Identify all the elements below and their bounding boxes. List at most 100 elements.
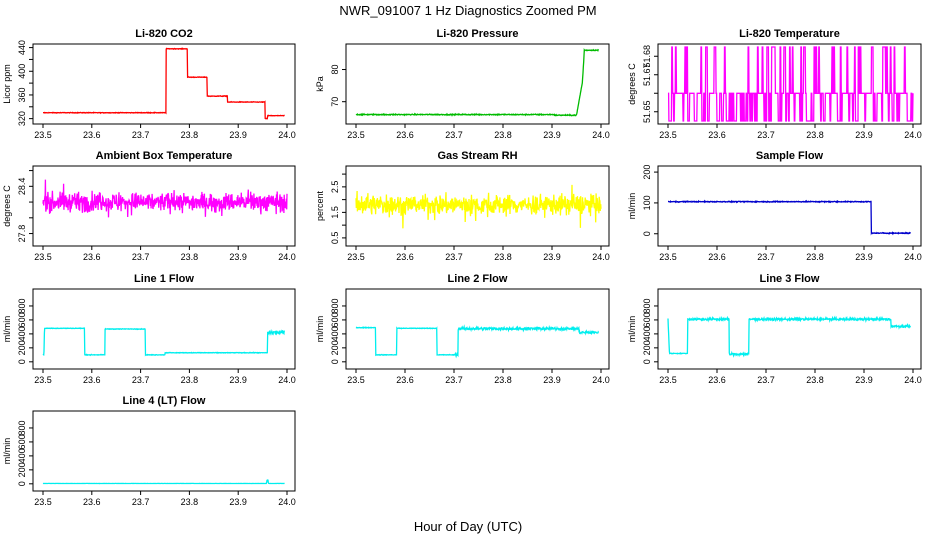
y-tick-label: 200 — [17, 340, 27, 355]
x-tick-label: 23.8 — [181, 497, 199, 507]
x-tick-label: 23.9 — [543, 130, 561, 140]
y-tick-label: 200 — [17, 462, 27, 477]
y-axis-label: ml/min — [627, 316, 637, 343]
x-tick-label: 24.0 — [904, 130, 922, 140]
x-tick-label: 24.0 — [278, 375, 296, 385]
panel-title: Line 1 Flow — [134, 273, 194, 285]
x-tick-label: 23.9 — [855, 375, 873, 385]
x-tick-label: 23.6 — [708, 130, 726, 140]
x-tick-label: 23.5 — [659, 130, 677, 140]
y-tick-label: 80 — [330, 65, 340, 75]
series-line — [42, 179, 288, 218]
panel-title: Li-820 CO2 — [135, 28, 192, 40]
plot-frame — [345, 43, 610, 125]
x-tick-label: 23.6 — [708, 252, 726, 262]
panel-title: Sample Flow — [756, 150, 824, 162]
y-tick-label: 400 — [17, 64, 27, 79]
plot-frame — [32, 288, 296, 370]
panel-1: Li-820 CO2 Licor ppm 23.5 23.6 23.7 23.8 23.9 2… — [2, 28, 296, 140]
x-tick-label: 24.0 — [904, 252, 922, 262]
y-tick-label: 28.4 — [17, 178, 27, 196]
x-tick-label: 23.6 — [396, 252, 414, 262]
plot-frame — [32, 165, 296, 247]
x-tick-label: 23.9 — [855, 252, 873, 262]
plot-frame — [657, 43, 922, 125]
y-tick-label: 0 — [17, 481, 27, 486]
x-tick-label: 23.6 — [396, 375, 414, 385]
panel-9: Line 3 Flow ml/min 23.5 23.6 23.7 23.8 23.9 24.… — [627, 273, 922, 385]
x-tick-label: 23.9 — [229, 130, 247, 140]
series-line — [667, 46, 914, 122]
panel-5: Gas Stream RH percent 23.5 23.6 23.7 23.8 23.9… — [315, 150, 610, 262]
panel-10: Line 4 (LT) Flow ml/min 23.5 23.6 23.7 23.8 23… — [2, 395, 296, 507]
x-tick-label: 23.7 — [445, 375, 463, 385]
series-line — [42, 327, 286, 357]
y-tick-label: 320 — [17, 111, 27, 126]
y-axis-label: kPa — [315, 76, 325, 92]
x-tick-label: 24.0 — [278, 252, 296, 262]
series-line — [355, 48, 599, 117]
y-tick-label: 200 — [330, 340, 340, 355]
y-tick-label: 0 — [17, 359, 27, 364]
x-tick-label: 24.0 — [278, 130, 296, 140]
y-tick-label: 440 — [17, 40, 27, 55]
x-tick-label: 23.8 — [181, 130, 199, 140]
series-line — [43, 47, 285, 120]
panel-6: Sample Flow ml/min 23.5 23.6 23.7 23.8 23.9 24.… — [627, 150, 922, 262]
panel-title: Line 2 Flow — [448, 273, 508, 285]
x-tick-label: 23.8 — [806, 375, 824, 385]
y-axis-label: ml/min — [2, 316, 12, 343]
x-tick-label: 23.7 — [445, 252, 463, 262]
plot-frame — [345, 288, 610, 370]
y-axis-label: ml/min — [315, 316, 325, 343]
x-tick-label: 23.9 — [229, 497, 247, 507]
plot-frame — [657, 288, 922, 370]
y-tick-label: 600 — [330, 312, 340, 327]
y-tick-label: 2.5 — [330, 181, 340, 194]
plot-frame — [345, 165, 610, 247]
y-tick-label: 400 — [642, 326, 652, 341]
x-tick-label: 23.7 — [132, 497, 150, 507]
plot-frame — [32, 43, 296, 125]
y-tick-label: 1.5 — [330, 206, 340, 219]
x-tick-label: 23.6 — [708, 375, 726, 385]
x-tick-label: 23.7 — [445, 130, 463, 140]
y-tick-label: 100 — [642, 195, 652, 210]
x-tick-label: 24.0 — [904, 375, 922, 385]
x-tick-label: 24.0 — [592, 130, 610, 140]
y-tick-label: 0 — [330, 359, 340, 364]
series-line — [42, 479, 285, 485]
x-tick-label: 23.7 — [757, 252, 775, 262]
panel-title: Li-820 Temperature — [739, 28, 840, 40]
y-tick-label: 600 — [17, 434, 27, 449]
y-tick-label: 360 — [17, 87, 27, 102]
x-tick-label: 23.6 — [83, 130, 101, 140]
y-axis-label: degrees C — [627, 63, 637, 105]
y-tick-label: 400 — [17, 448, 27, 463]
y-tick-label: 70 — [330, 97, 340, 107]
x-tick-label: 23.9 — [229, 375, 247, 385]
x-tick-label: 23.5 — [34, 130, 52, 140]
x-tick-label: 23.5 — [34, 497, 52, 507]
panel-title: Line 3 Flow — [760, 273, 820, 285]
y-tick-label: 800 — [17, 298, 27, 313]
series-line — [668, 199, 911, 236]
x-tick-label: 23.8 — [494, 252, 512, 262]
y-axis-label: degrees C — [2, 185, 12, 227]
panel-3: Li-820 Temperature degrees C 23.5 23.6 23.7 2… — [627, 28, 922, 140]
x-tick-label: 23.7 — [757, 130, 775, 140]
y-axis-label: ml/min — [627, 193, 637, 220]
x-tick-label: 23.5 — [34, 375, 52, 385]
x-tick-label: 23.6 — [396, 130, 414, 140]
x-tick-label: 23.6 — [83, 252, 101, 262]
y-tick-label: 200 — [642, 340, 652, 355]
y-tick-label: 51.67 — [642, 63, 652, 86]
x-tick-label: 23.5 — [347, 252, 365, 262]
y-axis-label: ml/min — [2, 438, 12, 465]
y-tick-label: 400 — [330, 326, 340, 341]
x-tick-label: 23.8 — [181, 375, 199, 385]
x-tick-label: 23.9 — [855, 130, 873, 140]
x-tick-label: 23.5 — [659, 375, 677, 385]
series-line — [667, 315, 912, 358]
